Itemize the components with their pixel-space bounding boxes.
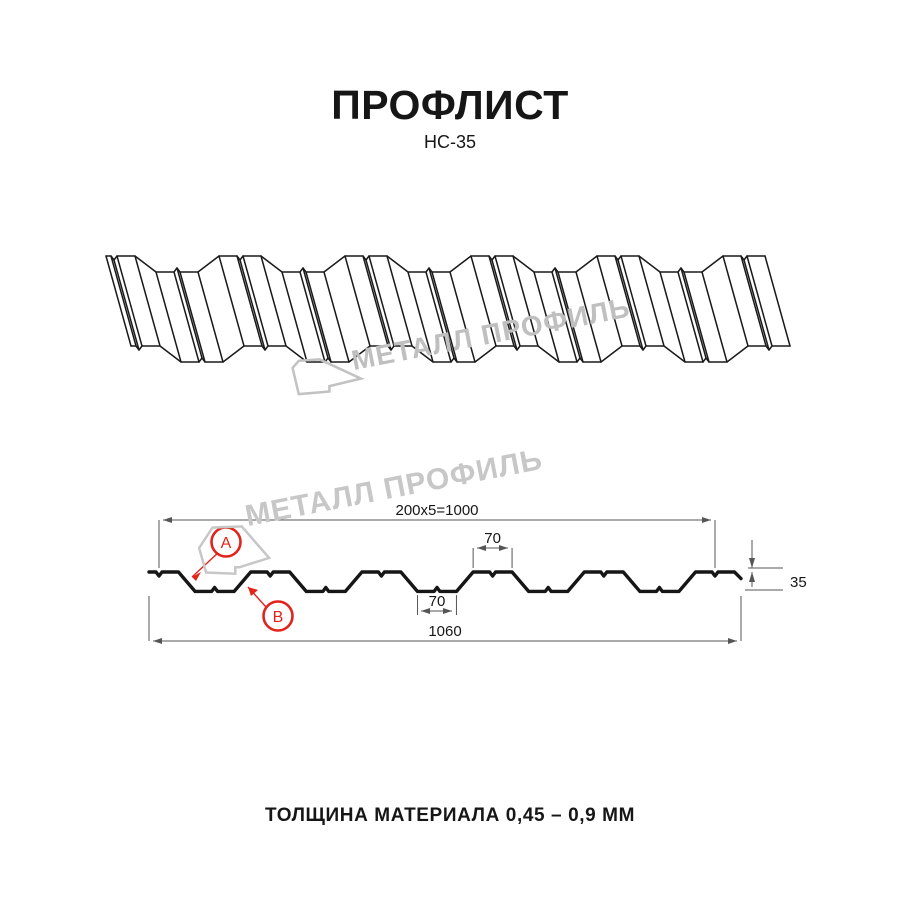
svg-text:B: B — [273, 609, 284, 626]
svg-text:200x5=1000: 200x5=1000 — [396, 502, 479, 519]
svg-text:A: A — [221, 535, 232, 552]
svg-text:1060: 1060 — [428, 623, 461, 640]
svg-text:70: 70 — [429, 593, 446, 610]
svg-text:35: 35 — [790, 574, 807, 591]
svg-text:70: 70 — [484, 530, 501, 547]
